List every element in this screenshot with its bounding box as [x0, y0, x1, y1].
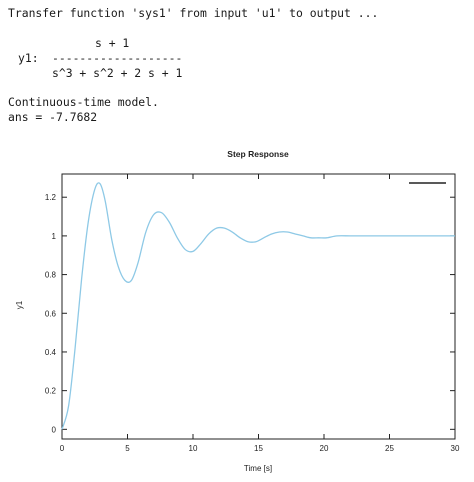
y-tick-label: 0 — [52, 425, 57, 434]
model-type-text: Continuous-time model. — [8, 95, 159, 109]
x-axis-label: Time [s] — [244, 464, 272, 473]
tf-divider: ------------------- — [52, 51, 183, 65]
y-tick-label: 1.2 — [45, 193, 57, 202]
x-tick-label: 15 — [254, 444, 263, 453]
y-tick-label: 1 — [52, 232, 57, 241]
axis-ticks: 0 5 10 15 20 25 30 0 0.2 0.4 0.6 0.8 1 1.2 — [45, 174, 460, 453]
y-tick-label: 0.8 — [45, 271, 57, 280]
plot-frame — [61, 173, 456, 440]
y-tick-label: 0.4 — [45, 348, 57, 357]
x-tick-label: 5 — [125, 444, 130, 453]
x-tick-label: 30 — [451, 444, 460, 453]
tf-denominator: s^3 + s^2 + 2 s + 1 — [52, 66, 183, 80]
x-tick-label: 20 — [320, 444, 329, 453]
y-axis-label: y1 — [15, 300, 24, 309]
x-tick-label: 10 — [189, 444, 198, 453]
tf-output-label: y1: — [18, 51, 39, 65]
y-tick-label: 0.6 — [45, 309, 57, 318]
series-layer — [61, 182, 455, 430]
x-tick-label: 25 — [385, 444, 394, 453]
y-tick-label: 0.2 — [45, 387, 57, 396]
tf-header: Transfer function 'sys1' from input 'u1'… — [8, 6, 379, 20]
step-response-line — [61, 182, 455, 430]
tf-numerator: s + 1 — [95, 36, 130, 50]
answer-text: ans = -7.7682 — [8, 110, 98, 124]
x-tick-label: 0 — [60, 444, 65, 453]
chart-title: Step Response — [227, 149, 289, 159]
